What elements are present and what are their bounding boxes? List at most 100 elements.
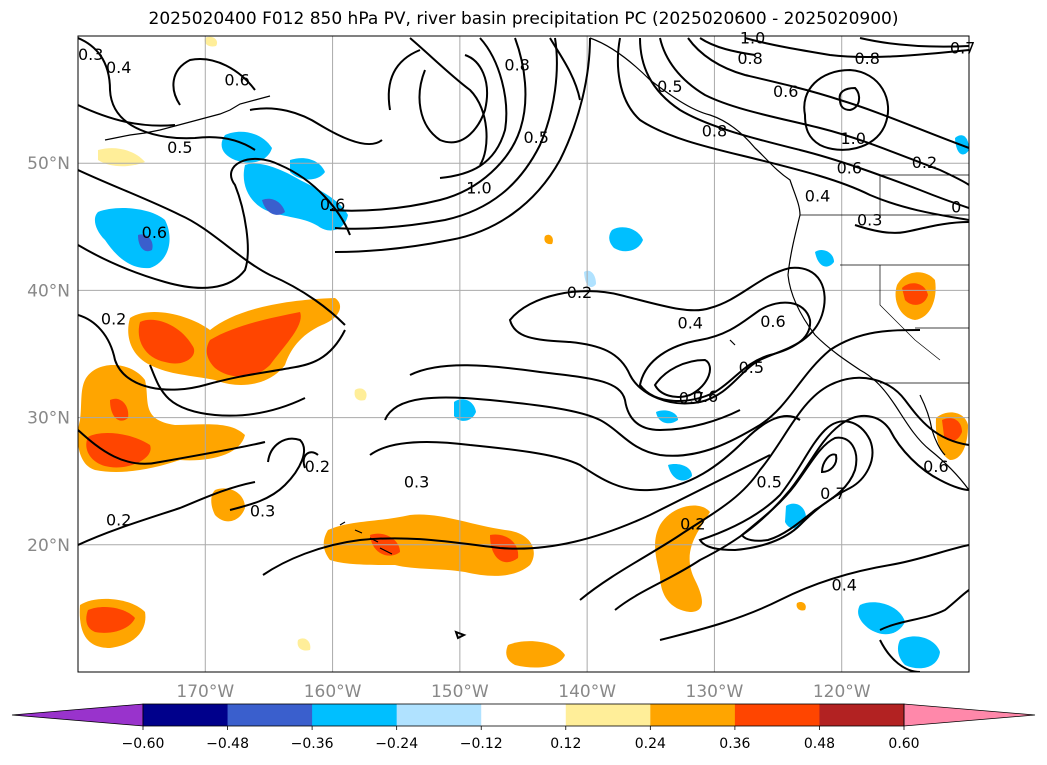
contour-label-36: 0.2 bbox=[680, 514, 705, 533]
contour-label-32: 0.2 bbox=[305, 457, 330, 476]
contour-label-0: 0.3 bbox=[78, 45, 103, 64]
contour-labels: 0.30.40.60.50.60.60.81.00.50.51.00.80.60… bbox=[78, 29, 975, 595]
precip-blob-neg-4-core bbox=[138, 234, 153, 252]
contour-label-26: 0.7 bbox=[679, 389, 704, 408]
precip-blob-nevada-core bbox=[902, 283, 928, 305]
colorbar-tick-label-5: 0.12 bbox=[550, 736, 581, 752]
map-title: 2025020400 F012 850 hPa PV, river basin … bbox=[148, 9, 899, 29]
contour-label-20: 0.3 bbox=[857, 210, 882, 229]
contour-label-29: 0.5 bbox=[756, 472, 781, 491]
precip-blob-neg-8 bbox=[656, 410, 678, 424]
colorbar-outline bbox=[142, 703, 905, 727]
colorbar-tick-label-3: −0.24 bbox=[375, 736, 418, 752]
colorbar-segment-2 bbox=[227, 704, 313, 726]
lon-tick-label-5: 120°W bbox=[813, 682, 871, 702]
lon-tick-label-4: 130°W bbox=[686, 682, 744, 702]
colorbar-segment-6 bbox=[565, 704, 651, 726]
contour-label-37: 0.4 bbox=[832, 576, 857, 595]
contour-label-28: 0.6 bbox=[923, 457, 948, 476]
colorbar-tick-label-0: −0.60 bbox=[122, 736, 165, 752]
precip-blob-central-pacific bbox=[128, 298, 341, 385]
contour-label-22: 0.2 bbox=[567, 283, 592, 302]
precip-blob-california-core bbox=[942, 418, 962, 441]
precip-blob-neg-12 bbox=[858, 602, 905, 635]
contour-label-34: 0.3 bbox=[250, 502, 275, 521]
contour-label-21: 0 bbox=[951, 198, 961, 217]
longitude-tick-labels: 170°W 160°W 150°W 140°W 130°W 120°W bbox=[176, 682, 870, 702]
contour-label-8: 0.5 bbox=[524, 128, 549, 147]
coastlines bbox=[104, 37, 969, 555]
precip-blob-northeast-pacific-south bbox=[655, 505, 710, 612]
contour-label-18: 0.6 bbox=[837, 158, 862, 177]
contour-label-14: 0.8 bbox=[854, 49, 879, 68]
contour-label-17: 0.2 bbox=[912, 153, 937, 172]
contour-label-24: 0.6 bbox=[760, 312, 785, 331]
precip-blob-neg-2 bbox=[243, 163, 348, 231]
contour-label-4: 0.6 bbox=[142, 223, 167, 242]
contour-label-25: 0.5 bbox=[739, 358, 764, 377]
lat-tick-label-2: 40°N bbox=[27, 281, 70, 301]
colorbar-segment-5 bbox=[481, 704, 567, 726]
precip-blob-neg-5 bbox=[609, 227, 643, 252]
precip-blob-tiny-1 bbox=[354, 388, 367, 401]
contour-label-16: 1.0 bbox=[840, 129, 865, 148]
colorbar-segment-7 bbox=[650, 704, 736, 726]
colorbar-segment-8 bbox=[734, 704, 820, 726]
contour-label-11: 0.8 bbox=[737, 49, 762, 68]
precip-blob-west-pacific bbox=[78, 365, 245, 472]
colorbar-tick-labels: −0.60 −0.48 −0.36 −0.24 −0.12 0.12 0.24 0.36 0.4… bbox=[122, 726, 920, 752]
colorbar-segment-1 bbox=[143, 704, 229, 726]
contour-label-19: 0.4 bbox=[805, 186, 830, 205]
precip-blob-pacific-small bbox=[79, 598, 146, 648]
political-borders bbox=[800, 174, 969, 384]
precip-blob-tiny-5 bbox=[204, 36, 218, 47]
precip-blob-neg-4 bbox=[94, 208, 170, 269]
colorbar-tick-label-8: 0.48 bbox=[804, 736, 835, 752]
lon-tick-label-1: 160°W bbox=[304, 682, 362, 702]
pv-contours bbox=[78, 37, 969, 672]
colorbar-tick-label-2: −0.36 bbox=[291, 736, 334, 752]
colorbar-tick-label-4: −0.12 bbox=[460, 736, 503, 752]
contour-label-27: 0.6 bbox=[693, 387, 718, 406]
lat-tick-label-0: 20°N bbox=[27, 536, 70, 556]
precip-blob-small-2 bbox=[506, 641, 565, 668]
contour-label-5: 0.6 bbox=[320, 195, 345, 214]
colorbar-segment-9 bbox=[819, 704, 905, 726]
colorbar-tick-label-7: 0.36 bbox=[719, 736, 750, 752]
precip-blob-neg-9 bbox=[668, 464, 692, 481]
colorbar-extend-max bbox=[903, 703, 1036, 727]
contour-label-35: 0.2 bbox=[106, 511, 131, 530]
contour-label-10: 1.0 bbox=[740, 29, 765, 48]
contour-label-6: 0.8 bbox=[504, 55, 529, 74]
lon-tick-label-3: 140°W bbox=[558, 682, 616, 702]
latitude-tick-labels: 20°N 30°N 40°N 50°N bbox=[27, 154, 70, 556]
contour-label-13: 0.8 bbox=[702, 121, 727, 140]
lon-tick-label-0: 170°W bbox=[176, 682, 234, 702]
lat-tick-label-3: 50°N bbox=[27, 154, 70, 174]
contour-label-15: 0.7 bbox=[950, 39, 975, 58]
precip-blob-neg-2-core bbox=[262, 198, 285, 215]
contour-label-33: 0.3 bbox=[404, 472, 429, 491]
contour-label-30: 0.7 bbox=[820, 484, 845, 503]
colorbar-tick-label-1: −0.48 bbox=[206, 736, 249, 752]
colorbar-segment-3 bbox=[312, 704, 398, 726]
contour-label-2: 0.6 bbox=[224, 71, 249, 90]
precip-blob-neg-13 bbox=[897, 636, 940, 669]
contour-label-31: 0.2 bbox=[101, 310, 126, 329]
precip-blob-neg-11 bbox=[815, 250, 834, 267]
contour-label-9: 0.5 bbox=[657, 77, 682, 96]
contour-label-7: 1.0 bbox=[466, 179, 491, 198]
precip-blob-small-3 bbox=[98, 148, 145, 167]
contour-label-12: 0.6 bbox=[773, 82, 798, 101]
precip-blob-small-1 bbox=[211, 488, 245, 522]
colorbar-tick-label-9: 0.60 bbox=[888, 736, 919, 752]
gridlines bbox=[78, 36, 969, 672]
contour-label-3: 0.5 bbox=[167, 138, 192, 157]
map-frame bbox=[77, 35, 970, 673]
colorbar-extend-min bbox=[11, 703, 144, 727]
contour-label-23: 0.4 bbox=[678, 313, 703, 332]
lon-tick-label-2: 150°W bbox=[431, 682, 489, 702]
contour-label-1: 0.4 bbox=[106, 58, 131, 77]
precip-blob-tiny-3 bbox=[544, 234, 553, 245]
